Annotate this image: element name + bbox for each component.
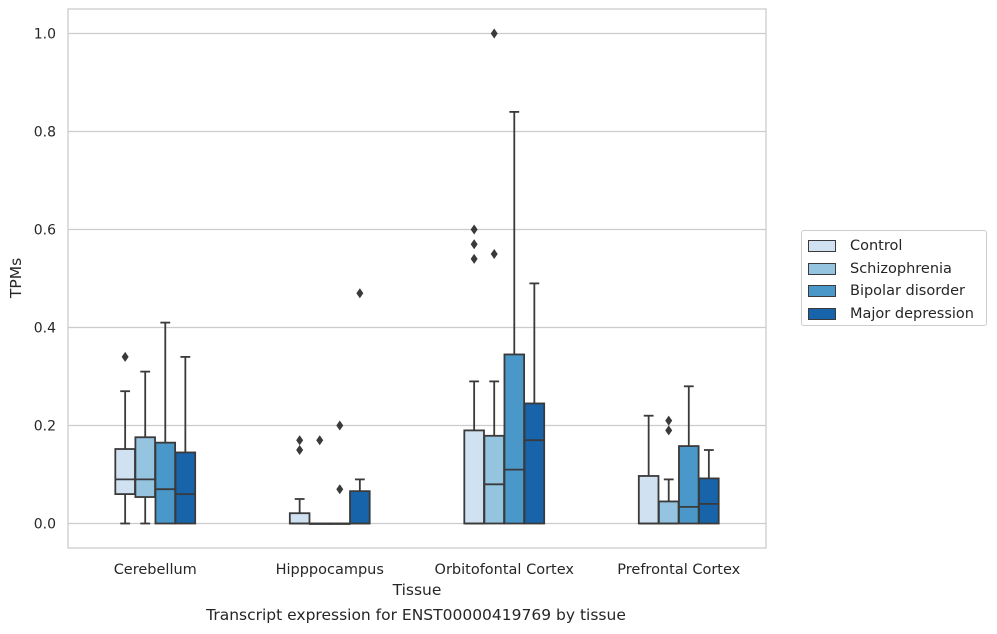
- y-tick-label: 0.4: [34, 321, 56, 337]
- box-bipolar-disorder: [329, 420, 351, 525]
- y-tick-label: 1.0: [34, 27, 56, 43]
- box-schizophrenia: [308, 435, 331, 525]
- box-body: [288, 512, 311, 525]
- legend-swatch: [808, 262, 836, 275]
- x-tick-label: Prefrontal Cortex: [617, 562, 740, 578]
- box-control: [114, 351, 136, 525]
- plot-frame: [67, 8, 767, 549]
- box-schizophrenia: [483, 28, 505, 525]
- box-major-depression: [698, 449, 720, 525]
- x-tick-label: Orbitofontal Cortex: [435, 562, 575, 578]
- box-major-depression: [174, 355, 197, 525]
- box-body: [678, 445, 700, 525]
- legend-item: Bipolar disorder: [808, 280, 986, 303]
- legend-swatch: [808, 285, 836, 298]
- box-body: [483, 434, 505, 525]
- box-body: [154, 441, 177, 525]
- outlier-point: [490, 249, 498, 259]
- outlier-point: [296, 435, 304, 446]
- legend: Control Schizophrenia Bipolar disorder Majo…: [801, 230, 987, 326]
- x-axis-label: Tissue: [392, 581, 442, 599]
- box-major-depression: [523, 282, 546, 525]
- x-tick-label: Hipppocampus: [276, 562, 384, 578]
- box-schizophrenia: [134, 370, 156, 525]
- outlier-point: [470, 239, 478, 250]
- box-body: [349, 490, 371, 525]
- box-bipolar-disorder: [154, 321, 177, 525]
- legend-label: Control: [850, 238, 903, 255]
- box-body: [174, 451, 197, 525]
- box-bipolar-disorder: [503, 111, 526, 525]
- x-tick-label: Cerebellum: [114, 562, 197, 578]
- box-schizophrenia: [657, 415, 680, 525]
- legend-label: Major depression: [850, 306, 974, 323]
- legend-swatch: [808, 240, 836, 253]
- y-tick-labels: 0.0 0.2 0.4 0.6 0.8 1.0: [34, 27, 56, 533]
- legend-item: Control: [808, 235, 986, 258]
- outlier-point: [336, 484, 344, 495]
- outlier-point: [490, 28, 498, 39]
- y-tick-label: 0.0: [34, 517, 56, 533]
- legend-label: Bipolar disorder: [850, 283, 965, 300]
- outlier-point: [470, 253, 478, 264]
- box-control: [637, 414, 660, 525]
- outlier-point: [665, 425, 673, 436]
- outlier-point: [121, 351, 129, 362]
- box-body: [657, 500, 680, 525]
- outlier-point: [470, 224, 478, 235]
- x-tick-labels: Cerebellum Hipppocampus Orbitofontal Corte…: [114, 562, 741, 578]
- y-tick-label: 0.8: [34, 125, 56, 141]
- y-tick-label: 0.6: [34, 223, 56, 239]
- legend-item: Major depression: [808, 303, 986, 326]
- legend-swatch: [808, 308, 836, 321]
- outlier-point: [316, 435, 324, 446]
- y-tick-label: 0.2: [34, 419, 56, 435]
- outlier-point: [296, 445, 304, 455]
- outlier-point: [336, 420, 344, 431]
- chart-caption: Transcript expression for ENST0000041976…: [206, 606, 626, 624]
- boxes-layer: [114, 28, 720, 525]
- box-body: [698, 477, 720, 525]
- box-bipolar-disorder: [678, 385, 700, 525]
- box-major-depression: [349, 288, 371, 525]
- outlier-point: [665, 415, 673, 426]
- box-body: [134, 436, 156, 498]
- outlier-point: [356, 288, 364, 299]
- legend-item: Schizophrenia: [808, 258, 986, 281]
- box-control: [463, 224, 485, 525]
- box-body: [463, 429, 485, 525]
- legend-label: Schizophrenia: [850, 260, 952, 277]
- box-body: [637, 475, 660, 525]
- box-control: [288, 435, 311, 525]
- y-axis-label: TPMs: [7, 258, 25, 299]
- box-body: [503, 353, 526, 525]
- box-body: [523, 402, 546, 525]
- box-body: [114, 448, 136, 495]
